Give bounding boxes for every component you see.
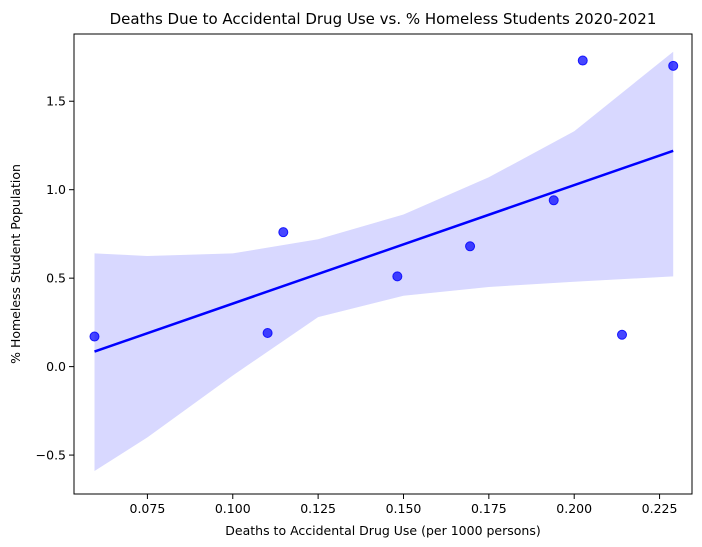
plot-frame xyxy=(73,33,693,495)
x-axis-ticks: 0.075 0.100 0.125 0.150 0.175 0.200 0.225 xyxy=(130,494,678,516)
x-tick-label: 0.225 xyxy=(642,501,678,516)
confidence-band xyxy=(94,51,674,471)
data-points-layer xyxy=(89,55,679,342)
y-tick-label: 1.5 xyxy=(46,94,66,109)
x-tick-label: 0.150 xyxy=(386,501,422,516)
x-tick-label: 0.200 xyxy=(556,501,592,516)
data-point xyxy=(465,241,476,252)
x-tick-label: 0.125 xyxy=(300,501,336,516)
data-point xyxy=(278,227,289,238)
data-point xyxy=(89,331,100,342)
x-tick-label: 0.075 xyxy=(130,501,166,516)
y-tick-label: 0.0 xyxy=(46,359,66,374)
x-axis-title: Deaths to Accidental Drug Use (per 1000 … xyxy=(225,523,540,538)
data-point xyxy=(262,328,273,338)
y-tick-label: −0.5 xyxy=(36,448,66,463)
x-tick-label: 0.175 xyxy=(471,501,507,516)
data-point xyxy=(668,60,679,71)
y-tick-label: 1.0 xyxy=(46,182,66,197)
y-axis-ticks: −0.5 0.0 0.5 1.0 1.5 xyxy=(36,94,74,463)
confidence-band-layer xyxy=(94,51,674,471)
regression-line-layer xyxy=(94,149,674,353)
y-axis-title: % Homeless Student Population xyxy=(8,164,23,364)
data-point xyxy=(617,329,628,340)
data-point xyxy=(548,195,559,206)
x-tick-label: 0.100 xyxy=(215,501,251,516)
data-point xyxy=(577,55,588,66)
chart-title: Deaths Due to Accidental Drug Use vs. % … xyxy=(110,10,657,28)
data-point xyxy=(392,271,403,282)
regression-line xyxy=(94,149,674,353)
y-tick-label: 0.5 xyxy=(46,271,66,286)
